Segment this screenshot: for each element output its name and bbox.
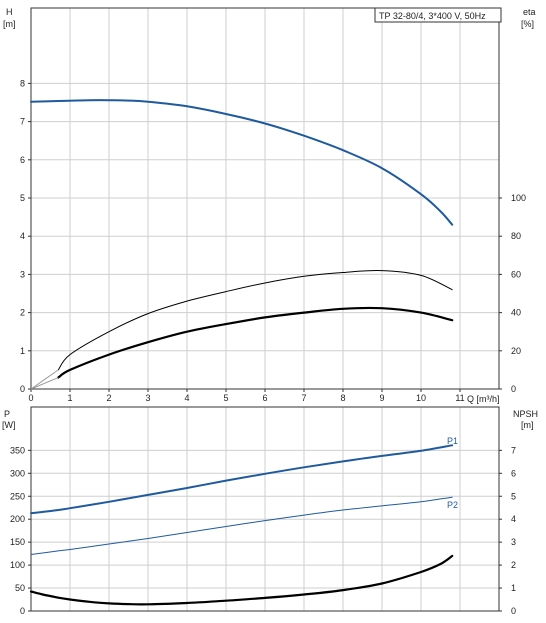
p2-series-label: P2 [447,500,458,510]
left-tick-label: 300 [10,468,25,478]
eta-axis-symbol: eta [523,7,536,17]
plot-frame [30,406,500,612]
origin-extension-line [30,369,59,390]
right-tick-label: 2 [511,560,516,570]
right-tick-label: 1 [511,583,516,593]
right-tick-label: 5 [511,491,516,501]
right-tick-label: 4 [511,514,516,524]
p1-series-label: P1 [447,436,458,446]
left-tick-label: 8 [20,78,25,88]
chart-title: TP 32-80/4, 3*400 V, 50Hz [379,11,486,21]
eta-axis-unit: [%] [521,19,534,29]
left-tick-label: 350 [10,445,25,455]
right-tick-label: 0 [511,384,516,394]
left-tick-label: 100 [10,560,25,570]
left-tick-label: 150 [10,537,25,547]
head-efficiency-curve-0 [30,99,454,226]
title-box [374,7,502,23]
left-tick-label: 3 [20,269,25,279]
p-axis-symbol: P [4,409,10,419]
x-tick-label: 3 [145,393,150,403]
npsh-axis-unit: [m] [521,420,534,430]
head-efficiency-curve-1 [57,269,453,371]
right-tick-label: 100 [511,193,526,203]
power-npsh-curve-1 [30,496,453,555]
left-tick-label: 2 [20,308,25,318]
right-tick-label: 40 [511,308,521,318]
head-efficiency-curve-2 [57,306,454,379]
curves [29,99,454,606]
x-tick-label: 1 [67,393,72,403]
left-tick-label: 200 [10,514,25,524]
left-tick-label: 7 [20,117,25,127]
npsh-axis-symbol: NPSH [513,409,538,419]
left-tick-label: 0 [20,606,25,616]
right-tick-label: 6 [511,468,516,478]
x-tick-label: 11 [455,393,464,403]
left-tick-label: 0 [20,384,25,394]
left-tick-label: 1 [20,346,25,356]
right-tick-label: 80 [511,231,521,241]
x-tick-label: 9 [379,393,384,403]
power-npsh-curve-2 [29,554,454,606]
left-tick-label: 5 [20,193,25,203]
right-tick-label: 7 [511,445,516,455]
left-tick-label: 250 [10,491,25,501]
x-tick-label: 4 [184,393,189,403]
right-tick-label: 3 [511,537,516,547]
h-axis-symbol: H [6,7,13,17]
origin-extension-line [30,377,59,390]
p-axis-unit: [W] [2,420,16,430]
right-tick-label: 20 [511,346,521,356]
x-tick-label: 8 [340,393,345,403]
x-tick-label: 6 [262,393,267,403]
x-tick-label: 2 [106,393,111,403]
x-tick-label: 5 [223,393,228,403]
left-tick-label: 4 [20,231,25,241]
left-tick-label: 50 [15,583,25,593]
x-tick-label: 10 [416,393,426,403]
right-tick-label: 60 [511,269,521,279]
right-tick-label: 0 [511,606,516,616]
power-npsh-curve-0 [30,444,454,515]
q-axis-label: Q [m³/h] [467,394,500,404]
x-tick-label: 0 [28,393,33,403]
x-tick-label: 7 [301,393,306,403]
left-tick-label: 6 [20,155,25,165]
h-axis-unit: [m] [3,19,16,29]
